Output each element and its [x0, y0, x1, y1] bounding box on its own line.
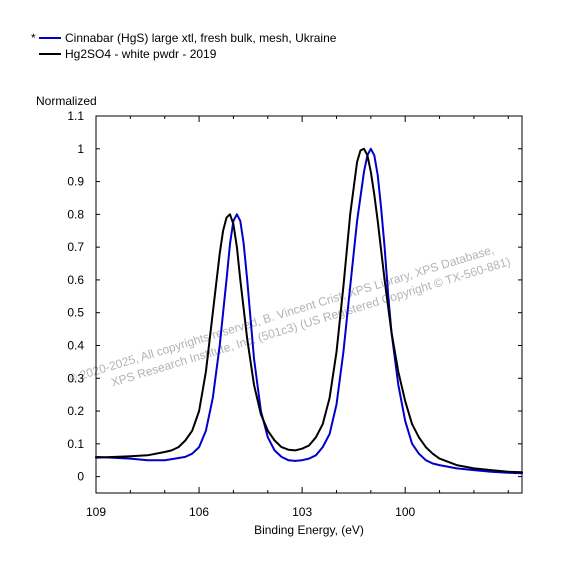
- y-tick-label: 0: [77, 470, 84, 484]
- y-tick-label: 0.2: [67, 404, 84, 418]
- y-tick-label: 0.1: [67, 437, 84, 451]
- y-tick-label: 1: [77, 142, 84, 156]
- legend-label-series-1: Cinnabar (HgS) large xtl, fresh bulk, me…: [65, 31, 337, 45]
- y-tick-label: 0.4: [67, 338, 84, 352]
- x-tick-label: 109: [86, 505, 106, 519]
- y-tick-label: 0.7: [67, 240, 84, 254]
- series-layer: [95, 147, 523, 475]
- x-tick-label: 106: [189, 505, 209, 519]
- axis-tick-labels: 0 0.1 0.2 0.3 0.4 0.5 0.6 0.7 0.8 0.9 1 1.1 109 106 10…: [67, 109, 415, 519]
- legend-marker: *: [31, 31, 36, 45]
- copyright-watermark: © 2020-2025, All copyrights reserved, B.…: [66, 243, 512, 390]
- watermark-line-1: © 2020-2025, All copyrights reserved, B.…: [66, 243, 495, 386]
- legend: * Cinnabar (HgS) large xtl, fresh bulk, …: [31, 31, 337, 61]
- y-tick-label: 0.6: [67, 273, 84, 287]
- x-tick-label: 103: [292, 505, 312, 519]
- watermark-line-2: XPS Research Institute, Inc. (501c3) (US…: [109, 254, 512, 389]
- x-tick-label: 100: [395, 505, 415, 519]
- legend-label-series-2: Hg2SO4 - white pwdr - 2019: [65, 47, 217, 61]
- y-tick-label: 0.8: [67, 207, 84, 221]
- series-line-1: [95, 147, 523, 475]
- y-tick-label: 0.5: [67, 306, 84, 320]
- y-axis-title: Normalized: [36, 94, 97, 108]
- axis-ticks: [95, 115, 522, 493]
- x-axis-title: Binding Energy, (eV): [254, 523, 364, 537]
- series-line-2: [95, 147, 523, 474]
- y-tick-label: 1.1: [67, 109, 84, 123]
- y-tick-label: 0.9: [67, 175, 84, 189]
- y-tick-label: 0.3: [67, 371, 84, 385]
- plot-frame: [95, 115, 523, 494]
